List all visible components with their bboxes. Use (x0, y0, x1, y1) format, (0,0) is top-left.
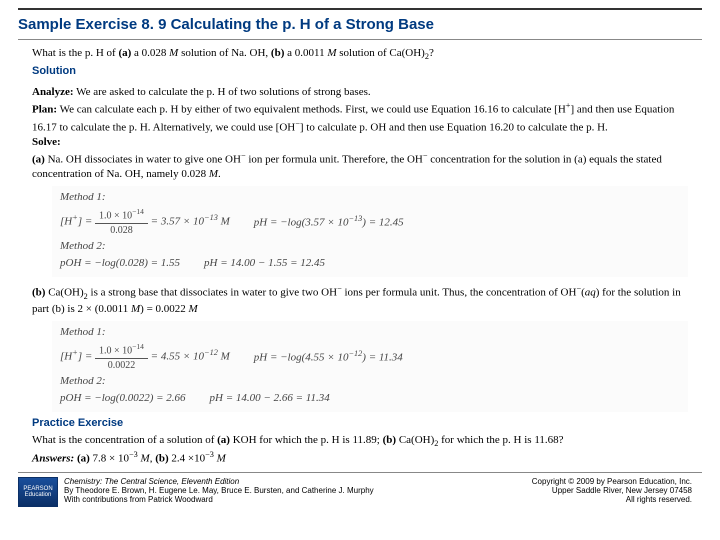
method1-label-b: Method 1: (60, 325, 680, 340)
copyright-line3: All rights reserved. (532, 495, 692, 504)
content-area: What is the p. H of (a) a 0.028 M soluti… (18, 40, 702, 466)
equations-a: Method 1: [H+] = 1.0 × 10−140.028 = 3.57… (52, 186, 688, 277)
footer-line3: With contributions from Patrick Woodward (64, 495, 374, 504)
footer-line1: Chemistry: The Central Science, Eleventh… (64, 477, 374, 486)
eqn-b-m2: pOH = −log(0.0022) = 2.66 pH = 14.00 − 2… (60, 391, 680, 406)
exercise-title: Sample Exercise 8. 9 Calculating the p. … (18, 12, 702, 40)
copyright-line1: Copyright © 2009 by Pearson Education, I… (532, 477, 692, 486)
practice-question: What is the concentration of a solution … (32, 433, 688, 467)
top-rule (18, 8, 702, 10)
analyze-plan-text: Analyze: We are asked to calculate the p… (32, 85, 688, 182)
footer-credits: Chemistry: The Central Science, Eleventh… (64, 477, 374, 507)
part-b-text: (b) Ca(OH)2 is a strong base that dissoc… (32, 283, 688, 317)
footer-right: Copyright © 2009 by Pearson Education, I… (532, 477, 692, 504)
question-text: What is the p. H of (a) a 0.028 M soluti… (32, 46, 688, 62)
practice-label: Practice Exercise (32, 416, 688, 431)
eqn-b-m1: [H+] = 1.0 × 10−140.0022 = 4.55 × 10−12 … (60, 342, 680, 372)
copyright-line2: Upper Saddle River, New Jersey 07458 (532, 486, 692, 495)
eqn-a-m1: [H+] = 1.0 × 10−140.028 = 3.57 × 10−13 M… (60, 207, 680, 237)
slide-page: Sample Exercise 8. 9 Calculating the p. … (0, 0, 720, 511)
footer-line2: By Theodore E. Brown, H. Eugene Le. May,… (64, 486, 374, 495)
footer: PEARSON Education Chemistry: The Central… (18, 473, 702, 507)
solution-label: Solution (32, 64, 688, 79)
pearson-logo: PEARSON Education (18, 477, 58, 507)
eqn-a-m2: pOH = −log(0.028) = 1.55 pH = 14.00 − 1.… (60, 256, 680, 271)
equations-b: Method 1: [H+] = 1.0 × 10−140.0022 = 4.5… (52, 321, 688, 412)
brand-bot: Education (19, 492, 57, 498)
method1-label: Method 1: (60, 190, 680, 205)
method2-label: Method 2: (60, 239, 680, 254)
method2-label-b: Method 2: (60, 374, 680, 389)
footer-left: PEARSON Education Chemistry: The Central… (18, 477, 374, 507)
